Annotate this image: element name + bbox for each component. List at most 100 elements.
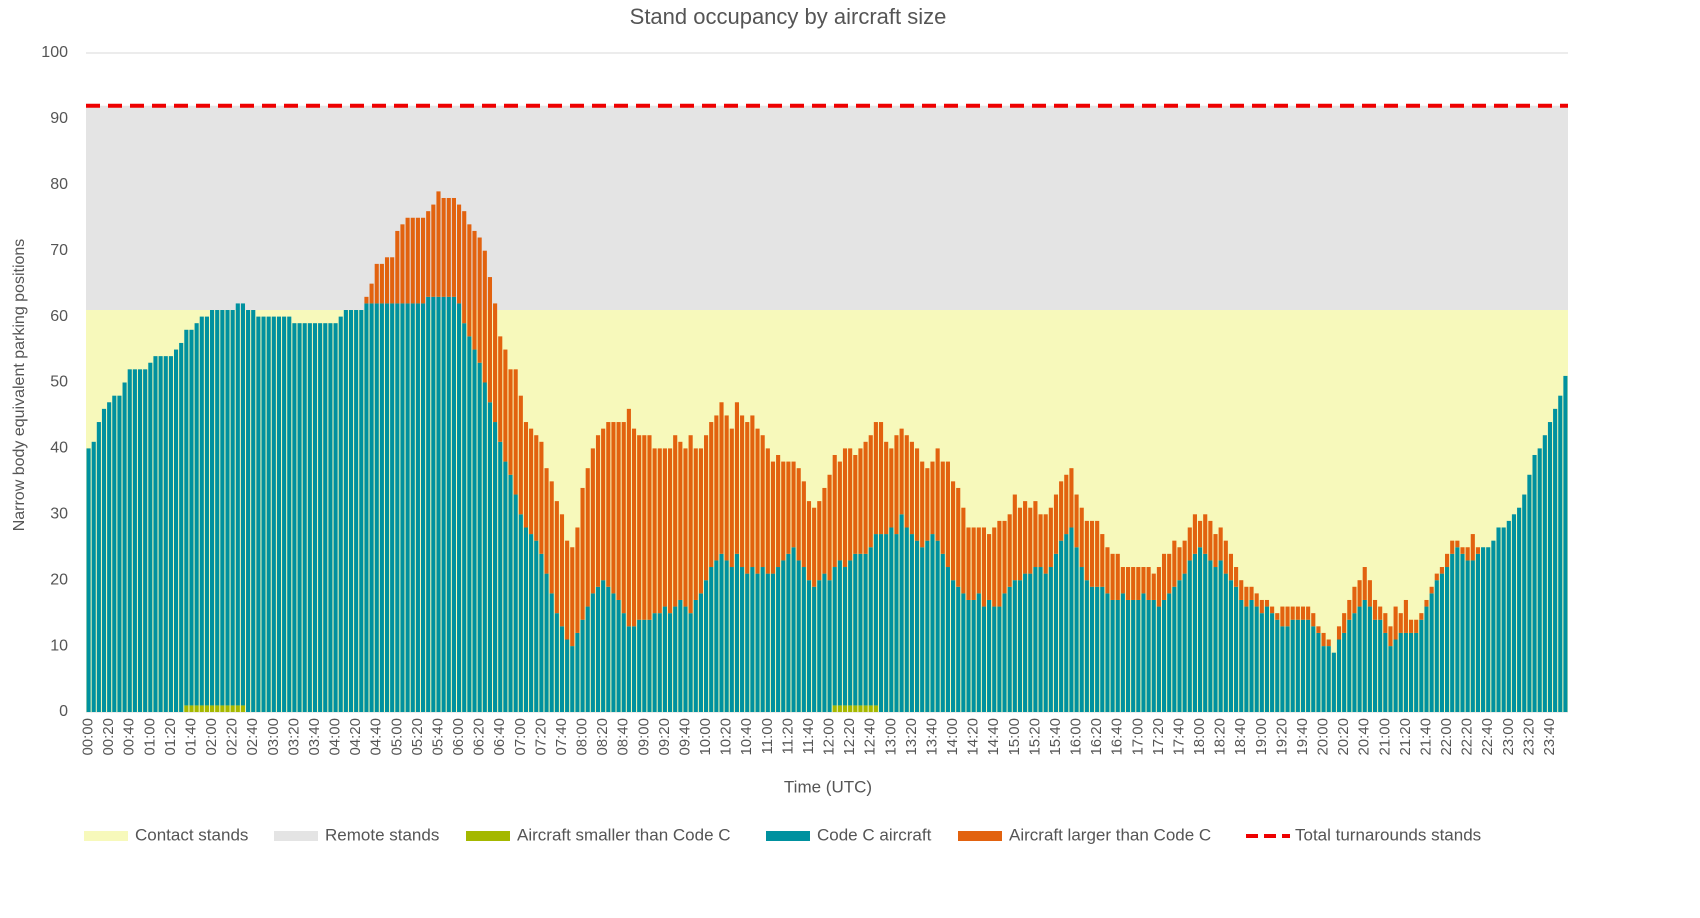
bar-segment <box>997 520 1002 607</box>
bar-segment <box>652 448 657 614</box>
bar-segment <box>709 422 714 568</box>
bar-segment <box>755 428 760 574</box>
bar-segment <box>1038 514 1043 568</box>
x-tick-label: 17:40 <box>1170 718 1187 756</box>
bar-segment <box>184 329 189 706</box>
x-tick-label: 14:20 <box>965 718 982 756</box>
bar-segment <box>1053 553 1059 712</box>
bar-segment <box>1120 567 1125 594</box>
bar-segment <box>1455 540 1460 548</box>
bar-segment <box>431 296 436 712</box>
x-tick-label: 19:00 <box>1253 718 1270 756</box>
bar-segment <box>1002 593 1007 712</box>
bar-segment <box>554 501 559 614</box>
bar-segment <box>1125 567 1131 600</box>
bar-segment <box>904 435 909 528</box>
bar-segment <box>467 336 472 712</box>
bar-segment <box>858 705 863 712</box>
bar-segment <box>482 250 487 383</box>
bar-segment <box>1352 613 1357 712</box>
bar-segment <box>1115 599 1120 712</box>
bar-segment <box>1151 573 1156 600</box>
bar-segment <box>1398 613 1403 633</box>
x-tick-label: 11:20 <box>779 718 796 754</box>
bar-segment <box>117 395 122 712</box>
bar-segment <box>426 211 431 297</box>
bar-segment <box>590 448 595 594</box>
bar-segment <box>1270 606 1275 614</box>
bar-segment <box>652 613 657 712</box>
bar-segment <box>1048 507 1053 568</box>
bar-segment <box>1326 646 1331 712</box>
x-tick-label: 10:40 <box>738 718 755 756</box>
x-tick-label: 12:20 <box>841 718 858 756</box>
bar-segment <box>240 303 246 706</box>
bar-segment <box>837 560 842 706</box>
bar-segment <box>704 435 709 581</box>
bar-segment <box>868 435 873 548</box>
bar-segment <box>1434 580 1439 712</box>
bar-segment <box>616 599 621 712</box>
bar-segment <box>472 230 477 350</box>
bar-segment <box>693 599 698 712</box>
bar-segment <box>1023 573 1028 712</box>
bar-segment <box>642 435 647 620</box>
bar-segment <box>817 580 822 712</box>
bar-segment <box>426 296 431 712</box>
x-tick-label: 22:40 <box>1479 718 1496 756</box>
bar-segment <box>1254 606 1259 712</box>
bar-segment <box>1131 599 1136 712</box>
bar-segment <box>143 369 148 712</box>
bar-segment <box>1563 375 1568 712</box>
bar-segment <box>1172 540 1177 587</box>
x-tick-label: 07:20 <box>532 718 549 756</box>
bar-segment <box>662 448 667 607</box>
bar-segment <box>956 586 961 712</box>
bar-segment <box>1100 586 1105 712</box>
x-tick-label: 22:00 <box>1438 718 1455 756</box>
bar-segment <box>436 191 441 297</box>
bar-segment <box>704 580 709 712</box>
bar-segment <box>1028 573 1033 712</box>
bar-segment <box>935 540 940 712</box>
y-tick-label: 20 <box>50 571 68 588</box>
bar-segment <box>827 474 832 581</box>
bar-segment <box>379 303 384 712</box>
bar-segment <box>338 316 343 712</box>
bar-segment <box>400 303 405 712</box>
bar-segment <box>832 567 837 706</box>
bar-segment <box>194 323 199 706</box>
bar-segment <box>235 705 240 712</box>
bar-segment <box>909 534 914 712</box>
bar-segment <box>1234 586 1239 712</box>
x-tick-label: 18:40 <box>1232 718 1249 756</box>
bar-segment <box>251 310 256 712</box>
y-tick-label: 90 <box>50 110 68 127</box>
bar-segment <box>1429 593 1434 712</box>
bar-segment <box>1496 527 1501 712</box>
bar-segment <box>179 342 184 712</box>
bar-segment <box>379 263 384 304</box>
bar-segment <box>873 705 878 712</box>
bar-segment <box>812 586 817 712</box>
bar-segment <box>1089 520 1095 587</box>
bar-segment <box>1223 540 1228 574</box>
bar-segment <box>1295 606 1300 620</box>
bar-segment <box>827 580 832 712</box>
bar-segment <box>457 303 462 712</box>
bar-segment <box>477 237 482 363</box>
bar-segment <box>729 428 734 568</box>
bar-segment <box>539 441 544 554</box>
bar-segment <box>390 257 395 304</box>
y-tick-label: 60 <box>50 308 68 325</box>
bar-segment <box>848 560 853 706</box>
bar-segment <box>1007 586 1012 712</box>
bar-segment <box>1300 606 1306 620</box>
bar-segment <box>1069 527 1074 712</box>
bar-segment <box>518 395 523 515</box>
bar-segment <box>976 527 981 594</box>
bar-segment <box>107 402 112 712</box>
bar-segment <box>1208 520 1213 561</box>
bar-segment <box>858 553 863 706</box>
bar-segment <box>127 369 132 712</box>
